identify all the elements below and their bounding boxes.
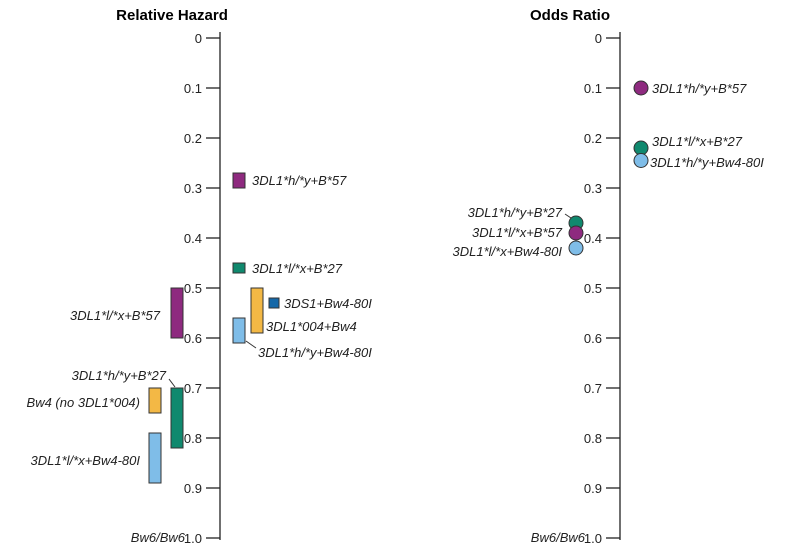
hazard-bar-label: 3DS1+Bw4-80I bbox=[284, 296, 372, 311]
hazard-tick-label: 0.4 bbox=[184, 231, 202, 246]
hazard-baseline-label: Bw6/Bw6 bbox=[131, 530, 186, 545]
odds-tick-label: 1.0 bbox=[584, 531, 602, 546]
hazard-tick-label: 0.2 bbox=[184, 131, 202, 146]
odds-ratio-title: Odds Ratio bbox=[530, 7, 610, 24]
odds-point-label: 3DL1*h/*y+B*57 bbox=[652, 81, 747, 96]
hazard-bar-label: 3DL1*l/*x+B*27 bbox=[252, 261, 343, 276]
hazard-bar-label: 3DL1*h/*y+B*57 bbox=[252, 173, 347, 188]
odds-tick-label: 0.8 bbox=[584, 431, 602, 446]
odds-point-label: 3DL1*l/*x+Bw4-80I bbox=[453, 244, 563, 259]
odds-tick-label: 0.5 bbox=[584, 281, 602, 296]
odds-baseline-label: Bw6/Bw6 bbox=[531, 530, 586, 545]
odds-tick-label: 0.2 bbox=[584, 131, 602, 146]
hazard-bar bbox=[170, 387, 184, 449]
odds-tick-label: 0.1 bbox=[584, 81, 602, 96]
hazard-tick-label: 0 bbox=[195, 31, 202, 46]
odds-tick-label: 0.7 bbox=[584, 381, 602, 396]
hazard-bar bbox=[232, 262, 246, 274]
odds-tick-label: 0 bbox=[595, 31, 602, 46]
odds-point bbox=[568, 225, 584, 241]
odds-tick-label: 0.6 bbox=[584, 331, 602, 346]
hazard-bar bbox=[232, 317, 246, 344]
odds-leader-line bbox=[564, 213, 572, 219]
relative-hazard-title: Relative Hazard bbox=[116, 7, 228, 24]
odds-tick-label: 0.9 bbox=[584, 481, 602, 496]
odds-point bbox=[633, 80, 649, 96]
odds-point-label: 3DL1*h/*y+B*27 bbox=[468, 205, 563, 220]
hazard-tick-label: 0.3 bbox=[184, 181, 202, 196]
odds-tick-label: 0.4 bbox=[584, 231, 602, 246]
hazard-bar-label: Bw4 (no 3DL1*004) bbox=[27, 395, 140, 410]
hazard-bar-label: 3DL1*l/*x+Bw4-80I bbox=[31, 453, 141, 468]
hazard-bar bbox=[148, 387, 162, 414]
hazard-bar bbox=[232, 172, 246, 189]
hazard-bar bbox=[268, 297, 280, 309]
hazard-tick-label: 0.5 bbox=[184, 281, 202, 296]
hazard-bar bbox=[170, 287, 184, 339]
hazard-bar-label: 3DL1*h/*y+Bw4-80I bbox=[258, 345, 372, 360]
hazard-tick-label: 0.7 bbox=[184, 381, 202, 396]
odds-point-label: 3DL1*h/*y+Bw4-80I bbox=[650, 155, 764, 170]
hazard-bar bbox=[250, 287, 264, 334]
hazard-leader-line bbox=[245, 340, 257, 349]
odds-point bbox=[633, 140, 649, 156]
hazard-tick-label: 0.6 bbox=[184, 331, 202, 346]
odds-tick-label: 0.3 bbox=[584, 181, 602, 196]
hazard-tick-label: 1.0 bbox=[184, 531, 202, 546]
odds-point bbox=[633, 153, 649, 168]
hazard-bar-label: 3DL1*l/*x+B*57 bbox=[70, 308, 161, 323]
hazard-tick-label: 0.9 bbox=[184, 481, 202, 496]
odds-point-label: 3DL1*l/*x+B*57 bbox=[472, 225, 563, 240]
hazard-bar bbox=[148, 432, 162, 484]
hazard-tick-label: 0.1 bbox=[184, 81, 202, 96]
hazard-bar-label: 3DL1*h/*y+B*27 bbox=[72, 368, 167, 383]
hazard-tick-label: 0.8 bbox=[184, 431, 202, 446]
odds-point-label: 3DL1*l/*x+B*27 bbox=[652, 134, 743, 149]
hazard-leader-line bbox=[168, 378, 176, 388]
hazard-bar-label: 3DL1*004+Bw4 bbox=[266, 319, 357, 334]
odds-point bbox=[568, 240, 584, 256]
